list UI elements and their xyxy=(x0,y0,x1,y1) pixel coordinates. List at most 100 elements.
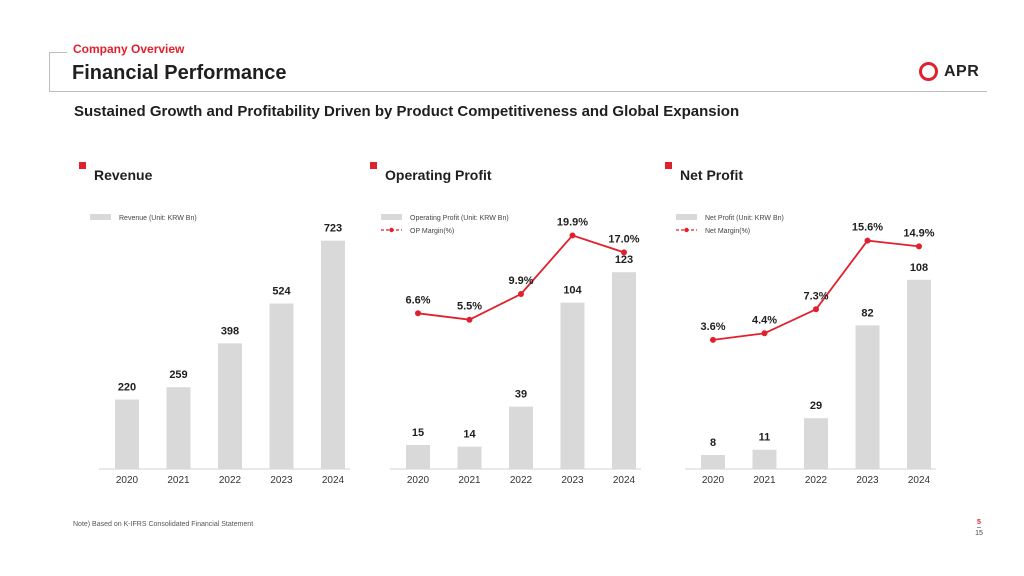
chart-header: Revenue xyxy=(79,160,152,183)
margin-point xyxy=(415,310,421,317)
x-tick-label: 2022 xyxy=(219,475,242,486)
x-tick-label: 2023 xyxy=(856,475,879,486)
margin-point xyxy=(466,316,473,323)
bar xyxy=(907,279,931,469)
margin-point xyxy=(813,306,819,313)
frame-line-vertical xyxy=(49,52,50,92)
bar xyxy=(804,418,828,469)
page-total: 15 xyxy=(975,530,983,537)
bar xyxy=(560,302,585,469)
margin-point xyxy=(569,232,576,239)
legend-line-marker xyxy=(389,227,394,233)
bar-value-label: 8 xyxy=(710,437,716,449)
logo-ring-icon xyxy=(919,62,938,81)
chart-title: Net Profit xyxy=(680,167,743,183)
bar-value-label: 82 xyxy=(861,307,873,319)
net-profit-chart-svg: Net Profit (Unit: KRW Bn)Net Margin(%)82… xyxy=(676,214,936,486)
revenue-chart-svg: Revenue (Unit: KRW Bn) 220 2020 259 2021 398 2… xyxy=(90,214,350,486)
bar-value-label: 11 xyxy=(759,432,771,444)
slide-subtitle: Sustained Growth and Profitability Drive… xyxy=(74,103,740,120)
margin-value-label: 15.6% xyxy=(852,222,883,234)
margin-point xyxy=(916,243,922,250)
x-tick-label: 2020 xyxy=(116,475,139,486)
bar xyxy=(855,325,880,469)
x-tick-label: 2021 xyxy=(753,475,776,486)
bar xyxy=(115,399,139,469)
x-tick-label: 2023 xyxy=(561,475,584,486)
frame-line-top xyxy=(49,52,67,53)
margin-value-label: 5.5% xyxy=(457,301,482,313)
x-tick-label: 2020 xyxy=(702,475,725,486)
legend-line-label: OP Margin(%) xyxy=(410,228,454,235)
legend-bar-label: Operating Profit (Unit: KRW Bn) xyxy=(410,215,509,222)
chart-header: Net Profit xyxy=(665,160,743,183)
margin-value-label: 14.9% xyxy=(903,227,934,239)
x-tick-label: 2023 xyxy=(270,475,293,486)
margin-value-label: 6.6% xyxy=(405,294,430,306)
legend-bar-swatch xyxy=(381,214,402,220)
x-tick-label: 2022 xyxy=(805,475,828,486)
red-square-icon xyxy=(665,162,672,169)
bar-value-label: 14 xyxy=(463,429,476,441)
section-label: Company Overview xyxy=(73,42,185,56)
bar-value-label: 398 xyxy=(221,325,239,337)
margin-value-label: 4.4% xyxy=(752,314,777,326)
margin-value-label: 7.3% xyxy=(803,290,828,302)
bar-value-label: 108 xyxy=(910,262,928,274)
legend-bar-swatch xyxy=(90,214,111,220)
margin-point xyxy=(518,290,524,297)
chart-title: Revenue xyxy=(94,167,153,183)
margin-point xyxy=(710,336,716,343)
footnote: Note) Based on K-IFRS Consolidated Finan… xyxy=(73,521,254,528)
margin-point xyxy=(761,330,768,337)
bar xyxy=(457,446,482,469)
frame-line-horizontal xyxy=(49,91,987,92)
operating-profit-chart: Operating Profit Operating Profit (Unit:… xyxy=(360,160,650,500)
page-number: 5 15 xyxy=(968,511,990,537)
bar xyxy=(269,303,294,469)
x-tick-label: 2024 xyxy=(613,475,636,486)
x-tick-label: 2021 xyxy=(458,475,481,486)
margin-point xyxy=(621,249,627,256)
logo-text: APR xyxy=(944,62,980,80)
bar xyxy=(321,240,345,469)
bar-value-label: 104 xyxy=(563,285,582,297)
x-tick-label: 2022 xyxy=(510,475,533,486)
bar xyxy=(166,387,191,469)
operating-profit-chart-svg: Operating Profit (Unit: KRW Bn) OP Margin… xyxy=(381,214,641,486)
page-current: 5 xyxy=(977,519,981,528)
bar-value-label: 723 xyxy=(324,223,342,235)
bar-value-label: 29 xyxy=(810,400,822,412)
margin-value-label: 19.9% xyxy=(557,216,588,228)
bar-value-label: 123 xyxy=(615,254,633,266)
net-profit-chart: Net Profit Net Profit (Unit: KRW Bn) Net … xyxy=(655,160,945,500)
margin-value-label: 17.0% xyxy=(608,233,639,245)
revenue-chart: Revenue Revenue (Unit: KRW Bn) 220 2020 259… xyxy=(69,160,359,500)
legend-bar-label: Net Profit (Unit: KRW Bn) xyxy=(705,215,784,222)
bar xyxy=(612,272,636,469)
page-title: Financial Performance xyxy=(72,62,287,84)
margin-value-label: 9.9% xyxy=(508,275,533,287)
chart-header: Operating Profit xyxy=(370,160,492,183)
bar xyxy=(406,445,430,469)
margin-point xyxy=(864,237,871,244)
margin-value-label: 3.6% xyxy=(700,321,725,333)
legend-bar-label: Revenue (Unit: KRW Bn) xyxy=(119,215,197,222)
legend-bar-swatch xyxy=(676,214,697,220)
bar xyxy=(752,449,777,469)
bar-value-label: 15 xyxy=(412,427,424,439)
bar xyxy=(701,454,725,469)
x-tick-label: 2021 xyxy=(167,475,190,486)
bar xyxy=(509,406,533,469)
x-tick-label: 2024 xyxy=(322,475,345,486)
logo: APR xyxy=(919,62,979,81)
bar-value-label: 220 xyxy=(118,382,136,394)
legend-line-marker xyxy=(684,227,689,233)
bar xyxy=(218,343,242,469)
chart-title: Operating Profit xyxy=(385,167,492,183)
x-tick-label: 2024 xyxy=(908,475,931,486)
legend-line-label: Net Margin(%) xyxy=(705,228,750,235)
bar-value-label: 259 xyxy=(169,369,187,381)
x-tick-label: 2020 xyxy=(407,475,430,486)
bar-value-label: 39 xyxy=(515,389,527,401)
